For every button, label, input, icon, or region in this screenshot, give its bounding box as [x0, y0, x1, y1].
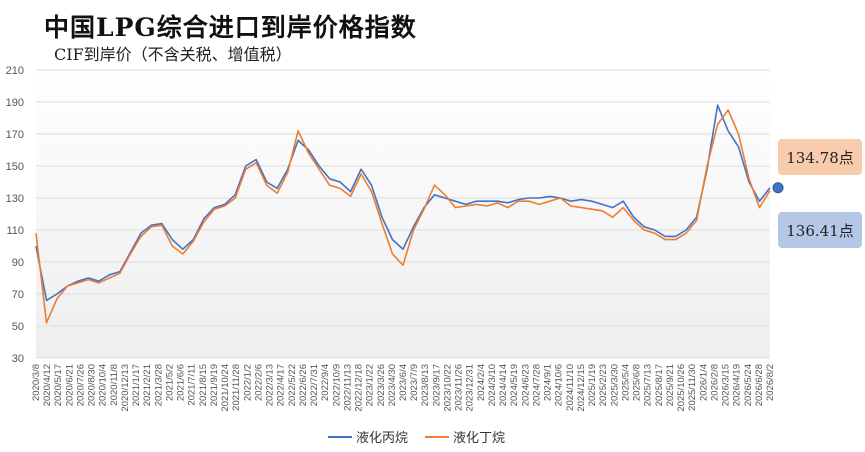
- y-tick-label: 110: [6, 225, 24, 237]
- x-tick-label: 2025/1/19: [587, 364, 598, 406]
- x-tick-label: 2022/3/13: [265, 364, 276, 406]
- x-axis-ticks: 2020/3/8 2020/4/12 2020/5/17 2020/6/21 2020/…: [31, 364, 776, 412]
- x-tick-label: 2020/11/8: [109, 364, 120, 406]
- y-tick-label: 50: [12, 321, 24, 333]
- x-tick-label: 2023/11/26: [454, 364, 465, 411]
- x-tick-label: 2020/8/30: [87, 364, 98, 406]
- x-tick-label: 2026/2/8: [709, 364, 720, 401]
- x-tick-label: 2024/10/6: [554, 364, 565, 406]
- chart-title: 中国LPG综合进口到岸价格指数: [44, 13, 417, 42]
- x-tick-label: 2021/8/15: [198, 364, 209, 406]
- x-tick-label: 2020/6/21: [64, 364, 75, 406]
- butane-latest-callout: 134.78点: [778, 139, 862, 175]
- x-tick-label: 2022/10/9: [331, 364, 342, 406]
- x-tick-label: 2024/3/10: [487, 364, 498, 406]
- x-tick-label: 2021/9/19: [209, 364, 220, 406]
- x-tick-label: 2024/5/19: [509, 364, 520, 406]
- propane-latest-callout: 136.41点: [778, 212, 862, 248]
- x-tick-label: 2022/2/6: [253, 364, 264, 401]
- x-tick-label: 2026/6/28: [754, 364, 765, 406]
- x-tick-label: 2022/5/22: [287, 364, 298, 406]
- x-tick-label: 2021/7/11: [187, 364, 198, 406]
- x-tick-label: 2024/6/23: [520, 364, 531, 406]
- x-tick-label: 2023/1/22: [365, 364, 376, 406]
- y-tick-label: 190: [6, 97, 24, 109]
- y-tick-label: 150: [6, 161, 24, 173]
- x-tick-label: 2022/9/4: [320, 364, 331, 401]
- x-tick-label: 2026/3/15: [721, 364, 732, 406]
- x-tick-label: 2020/12/13: [120, 364, 131, 412]
- x-tick-label: 2024/4/14: [498, 364, 509, 406]
- x-tick-label: 2022/12/18: [354, 364, 365, 412]
- x-tick-label: 2026/5/24: [743, 364, 754, 406]
- y-tick-label: 210: [6, 65, 24, 77]
- y-tick-label: 130: [6, 193, 24, 205]
- x-tick-label: 2023/7/9: [409, 364, 420, 401]
- x-tick-label: 2026/8/2: [765, 364, 776, 401]
- x-tick-label: 2025/7/13: [643, 364, 654, 406]
- x-tick-label: 2024/7/28: [531, 364, 542, 406]
- x-tick-label: 2026/4/19: [732, 364, 743, 406]
- plot-background: [36, 70, 770, 358]
- x-tick-label: 2020/5/17: [53, 364, 64, 406]
- x-tick-label: 2021/3/28: [153, 364, 164, 406]
- legend-label-butane: 液化丁烷: [453, 431, 505, 446]
- series-lines: [35, 104, 771, 324]
- x-tick-label: 2024/11/10: [565, 364, 576, 411]
- x-tick-label: 2024/9/1: [543, 364, 554, 401]
- x-tick-label: 2022/4/17: [276, 364, 287, 406]
- x-tick-label: 2025/10/26: [676, 364, 687, 412]
- x-tick-label: 2024/12/15: [576, 364, 587, 412]
- x-tick-label: 2023/8/13: [420, 364, 431, 406]
- legend-label-propane: 液化丙烷: [356, 431, 408, 446]
- chart-subtitle: CIF到岸价（不含关税、增值税）: [54, 45, 292, 64]
- x-tick-label: 2026/1/4: [698, 364, 709, 401]
- y-tick-label: 70: [12, 289, 24, 301]
- x-tick-label: 2021/10/24: [220, 364, 231, 412]
- y-tick-label: 90: [12, 257, 24, 269]
- x-tick-label: 2021/1/17: [131, 364, 142, 406]
- x-tick-label: 2023/12/31: [465, 364, 476, 412]
- series-line-propane: [35, 104, 771, 302]
- x-tick-label: 2022/11/13: [342, 364, 353, 411]
- x-tick-label: 2022/6/26: [298, 364, 309, 406]
- x-tick-label: 2020/10/4: [98, 364, 109, 406]
- x-tick-label: 2022/1/2: [242, 364, 253, 401]
- x-tick-label: 2021/5/2: [164, 364, 175, 401]
- x-tick-label: 2024/2/4: [476, 364, 487, 401]
- x-tick-label: 2020/7/26: [75, 364, 86, 406]
- x-tick-label: 2023/9/17: [431, 364, 442, 406]
- y-tick-label: 170: [6, 129, 24, 141]
- x-tick-label: 2023/10/22: [442, 364, 453, 412]
- legend: 液化丙烷 液化丁烷: [328, 431, 505, 446]
- gridlines: [36, 69, 770, 359]
- y-tick-label: 30: [12, 353, 24, 365]
- x-tick-label: 2021/11/28: [231, 364, 242, 411]
- propane-latest-marker: [772, 182, 784, 194]
- x-tick-label: 2025/3/30: [609, 364, 620, 406]
- x-tick-label: 2021/2/21: [142, 364, 153, 406]
- x-tick-label: 2022/7/31: [309, 364, 320, 406]
- x-tick-label: 2025/8/17: [654, 364, 665, 406]
- x-tick-label: 2023/3/26: [376, 364, 387, 406]
- x-tick-label: 2023/4/30: [387, 364, 398, 406]
- x-tick-label: 2025/6/8: [632, 364, 643, 401]
- x-tick-label: 2023/6/4: [398, 364, 409, 401]
- x-tick-label: 2025/2/23: [598, 364, 609, 406]
- x-tick-label: 2025/5/4: [620, 364, 631, 401]
- x-tick-label: 2020/3/8: [31, 364, 42, 401]
- x-tick-label: 2025/9/21: [665, 364, 676, 406]
- series-line-butane: [35, 109, 771, 324]
- y-axis-ticks: 30 50 70 90 110 130 150 170 190 210: [6, 65, 24, 365]
- x-tick-label: 2020/4/12: [42, 364, 53, 406]
- x-tick-label: 2025/11/30: [687, 364, 698, 411]
- x-tick-label: 2021/6/6: [176, 364, 187, 401]
- end-markers: [772, 182, 784, 194]
